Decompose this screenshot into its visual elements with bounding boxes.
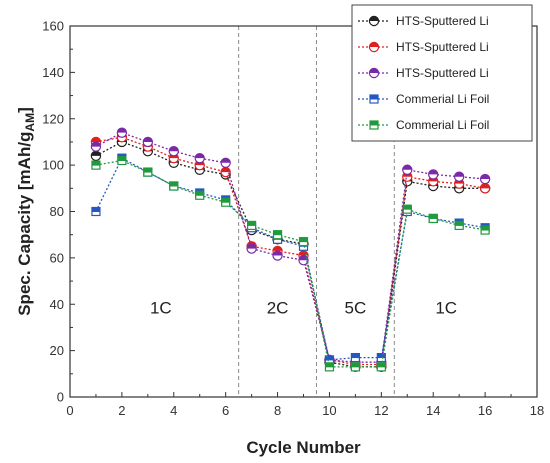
data-point-fill bbox=[247, 244, 257, 249]
legend-label: HTS-Sputtered Li bbox=[396, 14, 489, 28]
legend: HTS-Sputtered Li HTS-Sputtered Li HTS-Sput… bbox=[351, 4, 533, 142]
legend-label: HTS-Sputtered Li bbox=[396, 40, 489, 54]
legend-label: Commerial Li Foil bbox=[396, 92, 489, 106]
x-tick-label: 14 bbox=[426, 403, 440, 418]
data-point-fill bbox=[325, 362, 334, 368]
data-point-fill bbox=[480, 174, 490, 180]
data-point-fill bbox=[143, 168, 152, 173]
legend-marker-fill bbox=[369, 42, 379, 47]
y-tick-label: 100 bbox=[42, 158, 64, 173]
x-tick-label: 2 bbox=[118, 403, 125, 418]
y-axis-title: Spec. Capacity [mAh/gAM] bbox=[15, 107, 37, 316]
series-5 bbox=[91, 155, 490, 372]
data-point-fill bbox=[91, 151, 101, 156]
data-point-fill bbox=[325, 355, 334, 361]
legend-label: HTS-Sputtered Li bbox=[396, 66, 489, 80]
y-tick-label: 40 bbox=[50, 297, 64, 312]
data-point-fill bbox=[481, 226, 490, 231]
x-axis-title: Cycle Number bbox=[246, 438, 361, 457]
data-point-fill bbox=[91, 207, 100, 212]
data-point-fill bbox=[454, 172, 464, 177]
x-tick-label: 8 bbox=[274, 403, 281, 418]
y-axis-title-end: ] bbox=[15, 107, 34, 113]
data-point-fill bbox=[480, 183, 490, 189]
data-point-fill bbox=[117, 156, 126, 161]
x-tick-label: 4 bbox=[170, 403, 177, 418]
series-layer bbox=[90, 127, 491, 373]
data-point-fill bbox=[272, 250, 283, 256]
rate-label-1c: 1C bbox=[435, 299, 457, 318]
legend-marker-fill bbox=[369, 16, 379, 21]
data-point-fill bbox=[429, 214, 438, 219]
data-point-fill bbox=[91, 137, 101, 142]
data-point-fill bbox=[351, 362, 360, 368]
data-point-fill bbox=[169, 146, 179, 152]
x-tick-label: 12 bbox=[374, 403, 388, 418]
data-point-fill bbox=[195, 191, 204, 196]
data-point-fill bbox=[272, 246, 283, 251]
y-tick-label: 120 bbox=[42, 111, 64, 126]
x-tick-label: 0 bbox=[66, 403, 73, 418]
rate-region-labels: 1C 2C 5C 1C bbox=[150, 299, 457, 318]
data-point-fill bbox=[403, 205, 412, 210]
data-point-fill bbox=[221, 198, 230, 203]
data-point-fill bbox=[117, 128, 127, 133]
legend-marker-fill bbox=[370, 95, 378, 100]
x-axis: 0 2 4 6 8 10 12 14 16 18 bbox=[66, 392, 544, 418]
rate-label-5c: 5C bbox=[345, 299, 367, 318]
legend-marker-fill bbox=[369, 68, 379, 73]
series-line bbox=[95, 141, 486, 368]
series-line bbox=[95, 159, 486, 368]
x-tick-label: 18 bbox=[530, 403, 544, 418]
y-tick-label: 140 bbox=[42, 65, 64, 80]
x-tick-label: 6 bbox=[222, 403, 229, 418]
y-tick-label: 0 bbox=[57, 390, 64, 405]
data-point-fill bbox=[299, 237, 308, 243]
legend-label: Commerial Li Foil bbox=[396, 118, 489, 132]
data-point-fill bbox=[402, 165, 412, 170]
data-point-fill bbox=[455, 221, 464, 226]
rate-label-2c: 2C bbox=[267, 299, 289, 318]
data-point-fill bbox=[221, 158, 231, 163]
rate-label-1c: 1C bbox=[150, 299, 172, 318]
data-point-fill bbox=[169, 181, 178, 187]
data-point-fill bbox=[273, 230, 282, 236]
y-axis-title-subscript: AM bbox=[23, 113, 37, 132]
x-tick-label: 16 bbox=[478, 403, 492, 418]
y-tick-label: 20 bbox=[50, 343, 64, 358]
data-point-fill bbox=[351, 353, 360, 359]
data-point-fill bbox=[428, 169, 438, 175]
y-tick-label: 60 bbox=[50, 250, 64, 265]
data-point-fill bbox=[91, 161, 100, 166]
data-point-fill bbox=[377, 362, 386, 368]
data-point-fill bbox=[195, 153, 205, 159]
series-line bbox=[95, 136, 486, 366]
legend-marker-fill bbox=[370, 121, 378, 126]
x-tick-label: 10 bbox=[322, 403, 336, 418]
y-axis-title-main: Spec. Capacity [mAh/g bbox=[15, 132, 34, 316]
data-point-fill bbox=[143, 137, 153, 142]
rate-region-dividers bbox=[238, 26, 395, 397]
data-point-fill bbox=[377, 353, 386, 359]
data-point-fill bbox=[247, 221, 256, 226]
y-tick-label: 160 bbox=[42, 19, 64, 34]
data-point-fill bbox=[298, 255, 309, 261]
y-tick-label: 80 bbox=[50, 204, 64, 219]
y-axis: 0 20 40 60 80 100 120 140 160 bbox=[42, 19, 75, 405]
data-point-fill bbox=[91, 141, 101, 147]
